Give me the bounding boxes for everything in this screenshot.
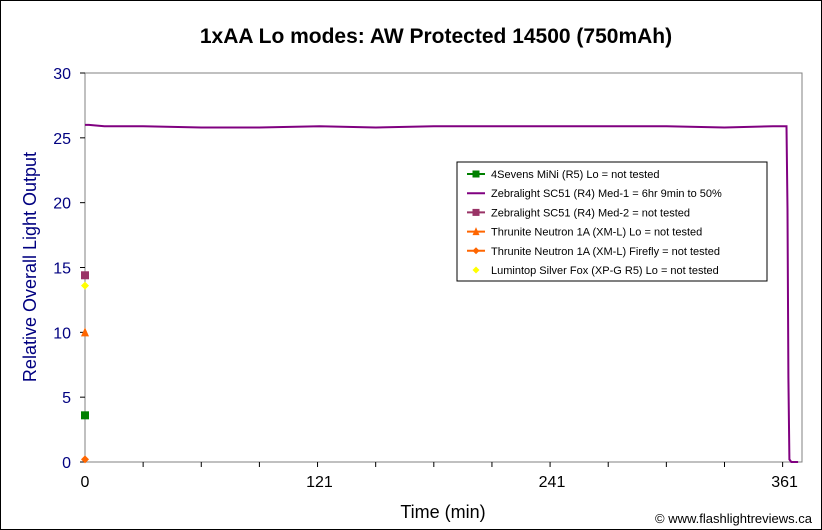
legend-swatch-marker [472,208,480,216]
data-point [81,281,89,290]
x-axis: 0 121 241 361 [81,462,798,491]
legend-item-label: Thrunite Neutron 1A (XM-L) Firefly = not… [491,246,720,258]
series-layer [81,123,799,464]
legend: 4Sevens MiNi (R5) Lo = not tested Zebrali… [456,161,768,282]
legend-box [456,161,768,282]
x-tick-label: 0 [81,474,90,491]
legend-item-label: Thrunite Neutron 1A (XM-L) Lo = not test… [491,227,702,239]
chart-title: 1xAA Lo modes: AW Protected 14500 (750mA… [200,25,672,48]
x-axis-label: Time (min) [400,502,485,522]
legend-item-label: Zebralight SC51 (R4) Med-2 = not tested [491,207,690,219]
legend-swatch-marker [472,170,480,178]
legend-item-label: Lumintop Silver Fox (XP-G R5) Lo = not t… [491,265,719,277]
y-tick-label: 25 [53,131,71,148]
legend-item-label: 4Sevens MiNi (R5) Lo = not tested [491,169,659,181]
y-axis: 0 5 10 15 20 25 30 [53,66,85,472]
y-tick-label: 10 [53,325,71,342]
legend-swatch-marker [472,227,480,236]
legend-item-label: Zebralight SC51 (R4) Med-1 = 6hr 9min to… [491,188,722,200]
y-tick-label: 20 [53,196,71,213]
credit-text: © www.flashlightreviews.ca [655,511,813,526]
y-tick-label: 5 [62,390,71,407]
x-tick-label: 121 [306,474,333,491]
data-point [81,411,89,420]
data-point [81,271,89,280]
y-axis-label: Relative Overall Light Output [20,152,40,382]
y-tick-label: 15 [53,261,71,278]
data-point [81,327,89,337]
series-line [85,123,799,463]
y-tick-label: 0 [62,455,71,472]
x-tick-label: 241 [539,474,566,491]
legend-swatch-marker [472,247,480,255]
data-point [81,455,89,464]
x-tick-label: 361 [771,474,798,491]
y-tick-label: 30 [53,66,71,83]
legend-swatch-marker [472,266,480,274]
